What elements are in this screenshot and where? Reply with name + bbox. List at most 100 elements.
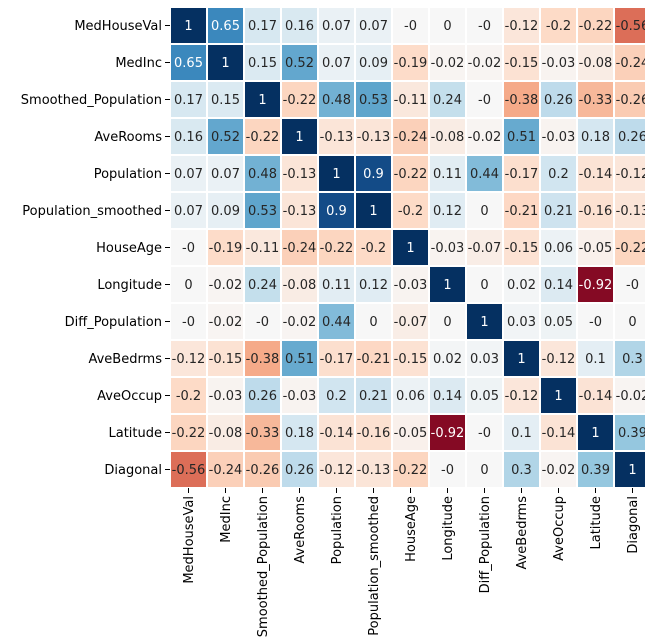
cell-value-4-9: -0.17 (505, 167, 539, 182)
x-tick-label-2: Smoothed_Population (256, 496, 271, 637)
cell-value-7-5: 0.12 (359, 278, 388, 293)
cell-value-5-6: -0.2 (398, 204, 423, 219)
cell-value-12-12: 1 (628, 463, 636, 478)
cell-value-12-9: 0.3 (511, 463, 532, 478)
cell-value-6-11: -0.05 (579, 241, 613, 256)
heatmap-cell-10-5 (354, 376, 393, 415)
heatmap-cell-6-1 (206, 228, 245, 267)
cell-value-7-11: -0.92 (579, 278, 613, 293)
heatmap-cell-11-11 (576, 413, 615, 452)
cell-value-10-4: 0.2 (326, 389, 347, 404)
cell-value-7-0: 0 (184, 278, 192, 293)
heatmap-cell-3-0 (169, 117, 208, 156)
heatmap-cell-3-12 (613, 117, 645, 156)
cell-value-5-7: 0.12 (433, 204, 462, 219)
cell-value-1-4: 0.07 (322, 56, 351, 71)
cell-value-4-5: 0.9 (363, 167, 384, 182)
heatmap-cell-5-3 (280, 191, 319, 230)
cell-value-4-12: -0.12 (616, 167, 645, 182)
cell-value-5-0: 0.07 (174, 204, 203, 219)
heatmap-cell-9-0 (169, 339, 208, 378)
cell-value-1-1: 1 (221, 56, 229, 71)
cell-value-6-5: -0.2 (361, 241, 386, 256)
cell-value-12-10: -0.02 (542, 463, 576, 478)
cell-value-1-9: -0.15 (505, 56, 539, 71)
cell-value-6-2: -0.11 (246, 241, 280, 256)
cell-value-5-8: 0 (480, 204, 488, 219)
cell-value-8-6: -0.07 (394, 315, 428, 330)
cell-value-9-9: 1 (517, 352, 525, 367)
cell-value-0-11: -0.22 (579, 19, 613, 34)
heatmap-cell-4-2 (243, 154, 282, 193)
cell-value-11-6: -0.05 (394, 426, 428, 441)
cell-value-3-5: -0.13 (357, 130, 391, 145)
cell-value-12-8: 0 (480, 463, 488, 478)
cell-value-0-7: 0 (443, 19, 451, 34)
cell-value-4-8: 0.44 (470, 167, 499, 182)
heatmap-cell-10-8 (465, 376, 504, 415)
cell-value-7-9: 0.02 (507, 278, 536, 293)
cell-value-7-6: -0.03 (394, 278, 428, 293)
cell-value-12-1: -0.24 (209, 463, 243, 478)
cell-value-12-11: 0.39 (581, 463, 610, 478)
cell-value-8-5: 0 (369, 315, 377, 330)
heatmap-cell-11-2 (243, 413, 282, 452)
heatmap-cell-8-9 (502, 302, 541, 341)
heatmap-cell-4-4 (317, 154, 356, 193)
y-tick-label-12: Diagonal (104, 463, 162, 478)
cell-value-10-3: -0.03 (283, 389, 317, 404)
cell-value-2-9: -0.38 (505, 93, 539, 108)
heatmap-cell-6-2 (243, 228, 282, 267)
heatmap-cell-4-8 (465, 154, 504, 193)
cell-value-10-9: -0.12 (505, 389, 539, 404)
cell-value-7-3: -0.08 (283, 278, 317, 293)
heatmap-cell-6-8 (465, 228, 504, 267)
cell-value-12-2: -0.26 (246, 463, 280, 478)
cell-value-10-8: 0.05 (470, 389, 499, 404)
cell-value-7-10: 0.14 (544, 278, 573, 293)
cell-value-11-0: -0.22 (172, 426, 206, 441)
cell-value-2-5: 0.53 (359, 93, 388, 108)
cell-value-0-10: -0.2 (546, 19, 571, 34)
cell-value-12-4: -0.12 (320, 463, 354, 478)
heatmap-cell-12-5 (354, 450, 393, 489)
heatmap-cell-1-11 (576, 43, 615, 82)
heatmap-cell-10-4 (317, 376, 356, 415)
heatmap-cell-7-11 (576, 265, 615, 304)
cell-value-8-3: -0.02 (283, 315, 317, 330)
heatmap-cell-8-12 (613, 302, 645, 341)
heatmap-cell-9-1 (206, 339, 245, 378)
x-tick-label-6: HouseAge (404, 496, 419, 562)
cell-value-6-4: -0.22 (320, 241, 354, 256)
cell-value-10-5: 0.21 (359, 389, 388, 404)
cell-value-1-5: 0.09 (359, 56, 388, 71)
cell-value-12-6: -0.22 (394, 463, 428, 478)
heatmap-cell-5-6 (391, 191, 430, 230)
heatmap-cell-3-5 (354, 117, 393, 156)
cell-value-2-11: -0.33 (579, 93, 613, 108)
cell-value-3-6: -0.24 (394, 130, 428, 145)
cell-value-9-5: -0.21 (357, 352, 391, 367)
cell-value-11-11: 1 (591, 426, 599, 441)
cell-value-9-8: 0.03 (470, 352, 499, 367)
cell-value-5-5: 1 (369, 204, 377, 219)
cell-value-0-3: 0.16 (285, 19, 314, 34)
cell-value-11-10: -0.14 (542, 426, 576, 441)
cell-value-6-0: -0 (182, 241, 195, 256)
cell-value-2-3: -0.22 (283, 93, 317, 108)
cell-value-9-0: -0.12 (172, 352, 206, 367)
cell-value-2-7: 0.24 (433, 93, 462, 108)
heatmap-cell-8-3 (280, 302, 319, 341)
cell-value-9-2: -0.38 (246, 352, 280, 367)
cell-value-3-3: 1 (295, 130, 303, 145)
cell-value-3-8: -0.02 (468, 130, 502, 145)
cell-value-8-2: -0 (256, 315, 269, 330)
heatmap-cell-12-7 (428, 450, 467, 489)
heatmap-cell-1-9 (502, 43, 541, 82)
cell-value-1-6: -0.19 (394, 56, 428, 71)
cell-value-3-10: -0.03 (542, 130, 576, 145)
cell-value-1-10: -0.03 (542, 56, 576, 71)
cell-value-6-8: -0.07 (468, 241, 502, 256)
cell-value-4-2: 0.48 (248, 167, 277, 182)
cell-value-9-4: -0.17 (320, 352, 354, 367)
